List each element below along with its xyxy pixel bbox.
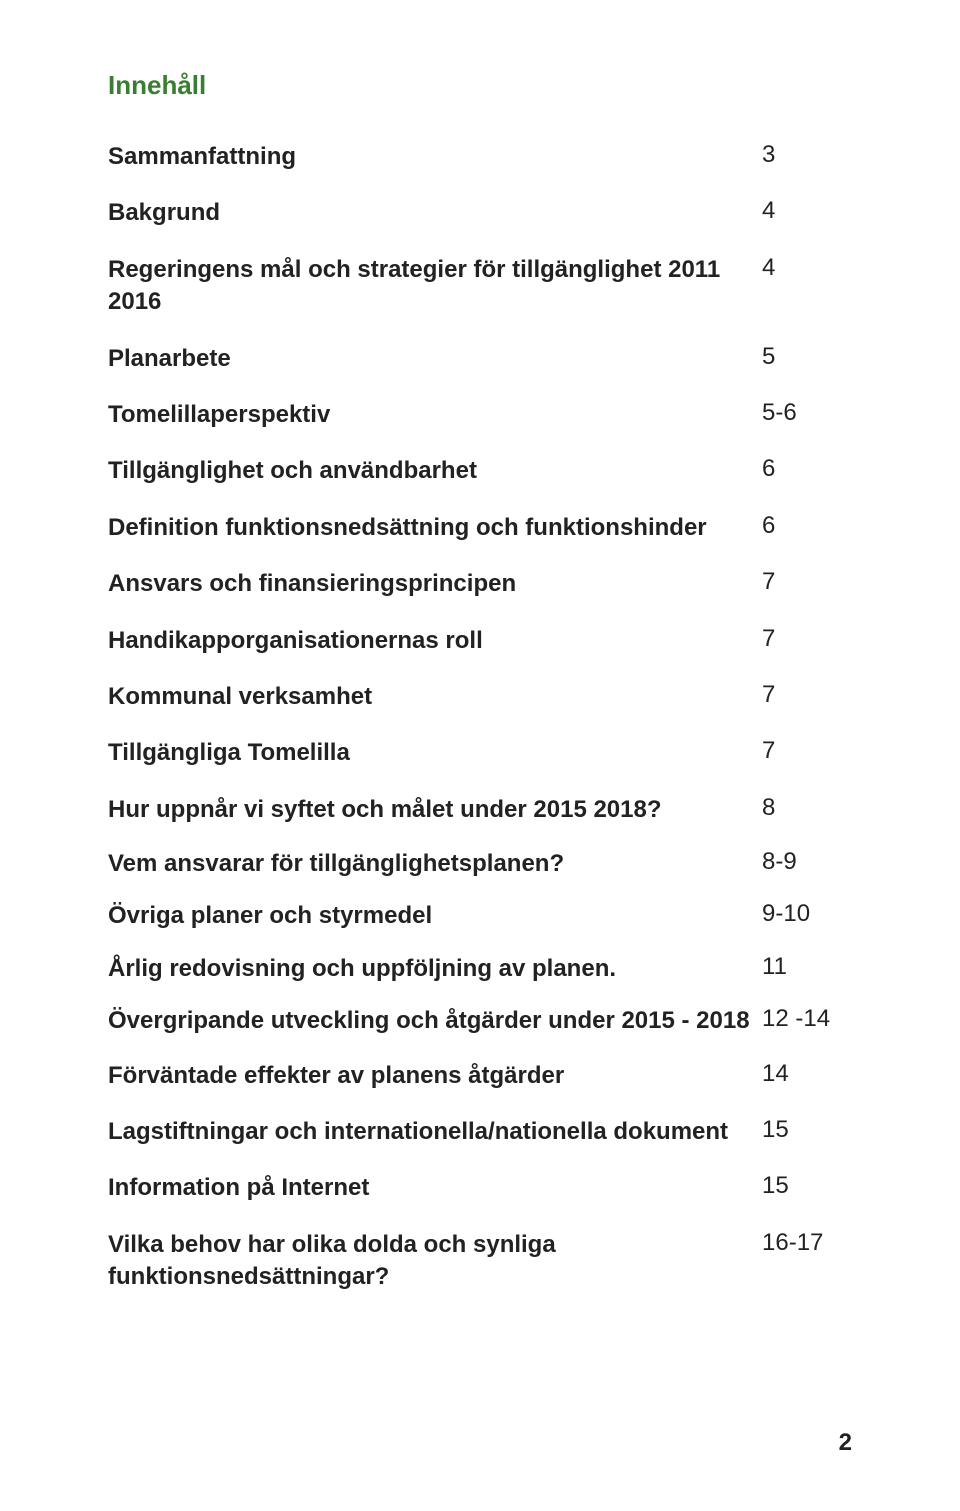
toc-entry-label: Information på Internet bbox=[108, 1160, 762, 1216]
page-number: 2 bbox=[839, 1429, 852, 1457]
toc-entry-page: 6 bbox=[762, 500, 852, 556]
toc-entry-label: Årlig redovisning och uppföljning av pla… bbox=[108, 943, 762, 995]
toc-entry-label: Definition funktionsnedsättning och funk… bbox=[108, 500, 762, 556]
toc-entry-label: Tillgängliga Tomelilla bbox=[108, 725, 762, 781]
toc-entry-page: 7 bbox=[762, 613, 852, 669]
toc-entry-label: Hur uppnår vi syftet och målet under 201… bbox=[108, 782, 762, 838]
toc-entry-page: 7 bbox=[762, 556, 852, 612]
toc-entry-label: Planarbete bbox=[108, 331, 762, 387]
toc-entry-page: 3 bbox=[762, 129, 852, 185]
toc-entry-page: 14 bbox=[762, 1048, 852, 1104]
toc-row: Tillgänglighet och användbarhet 6 bbox=[108, 443, 852, 499]
toc-entry-page: 6 bbox=[762, 443, 852, 499]
toc-entry-label: Sammanfattning bbox=[108, 129, 762, 185]
toc-entry-label: Bakgrund bbox=[108, 185, 762, 241]
toc-entry-page: 15 bbox=[762, 1160, 852, 1216]
toc-entry-page: 12 -14 bbox=[762, 995, 852, 1047]
toc-row: Vilka behov har olika dolda och synliga … bbox=[108, 1217, 852, 1306]
toc-entry-label: Vem ansvarar för tillgänglighetsplanen? bbox=[108, 838, 762, 890]
toc-entry-page: 5-6 bbox=[762, 387, 852, 443]
toc-entry-label: Vilka behov har olika dolda och synliga … bbox=[108, 1217, 762, 1306]
toc-entry-label: Regeringens mål och strategier för tillg… bbox=[108, 242, 762, 331]
toc-entry-page: 11 bbox=[762, 943, 852, 995]
toc-entry-page: 9-10 bbox=[762, 890, 852, 942]
toc-entry-label: Tillgänglighet och användbarhet bbox=[108, 443, 762, 499]
toc-entry-label: Förväntade effekter av planens åtgärder bbox=[108, 1048, 762, 1104]
toc-row: Information på Internet 15 bbox=[108, 1160, 852, 1216]
toc-row: Övriga planer och styrmedel 9-10 bbox=[108, 890, 852, 942]
toc-title: Innehåll bbox=[108, 70, 852, 101]
toc-row: Ansvars och finansieringsprincipen 7 bbox=[108, 556, 852, 612]
toc-row: Vem ansvarar för tillgänglighetsplanen? … bbox=[108, 838, 852, 890]
toc-row: Planarbete 5 bbox=[108, 331, 852, 387]
toc-row: Tomelillaperspektiv 5-6 bbox=[108, 387, 852, 443]
toc-row: Förväntade effekter av planens åtgärder … bbox=[108, 1048, 852, 1104]
toc-row: Tillgängliga Tomelilla 7 bbox=[108, 725, 852, 781]
toc-row: Hur uppnår vi syftet och målet under 201… bbox=[108, 782, 852, 838]
toc-entry-page: 4 bbox=[762, 242, 852, 331]
toc-entry-page: 7 bbox=[762, 669, 852, 725]
toc-entry-label: Kommunal verksamhet bbox=[108, 669, 762, 725]
toc-row: Handikapporganisationernas roll 7 bbox=[108, 613, 852, 669]
toc-entry-page: 4 bbox=[762, 185, 852, 241]
toc-entry-label: Ansvars och finansieringsprincipen bbox=[108, 556, 762, 612]
toc-entry-page: 7 bbox=[762, 725, 852, 781]
toc-entry-page: 8-9 bbox=[762, 838, 852, 890]
toc-entry-page: 5 bbox=[762, 331, 852, 387]
toc-table: Sammanfattning 3 Bakgrund 4 Regeringens … bbox=[108, 129, 852, 1306]
toc-row: Övergripande utveckling och åtgärder und… bbox=[108, 995, 852, 1047]
toc-entry-page: 15 bbox=[762, 1104, 852, 1160]
document-page: Innehåll Sammanfattning 3 Bakgrund 4 Reg… bbox=[0, 0, 960, 1511]
toc-row: Regeringens mål och strategier för tillg… bbox=[108, 242, 852, 331]
toc-entry-label: Övriga planer och styrmedel bbox=[108, 890, 762, 942]
toc-entry-page: 8 bbox=[762, 782, 852, 838]
toc-row: Bakgrund 4 bbox=[108, 185, 852, 241]
toc-entry-label: Lagstiftningar och internationella/natio… bbox=[108, 1104, 762, 1160]
toc-entry-label: Tomelillaperspektiv bbox=[108, 387, 762, 443]
toc-entry-label: Övergripande utveckling och åtgärder und… bbox=[108, 995, 762, 1047]
toc-row: Kommunal verksamhet 7 bbox=[108, 669, 852, 725]
toc-entry-label: Handikapporganisationernas roll bbox=[108, 613, 762, 669]
toc-row: Definition funktionsnedsättning och funk… bbox=[108, 500, 852, 556]
toc-row: Årlig redovisning och uppföljning av pla… bbox=[108, 943, 852, 995]
toc-row: Lagstiftningar och internationella/natio… bbox=[108, 1104, 852, 1160]
toc-entry-page: 16-17 bbox=[762, 1217, 852, 1306]
toc-row: Sammanfattning 3 bbox=[108, 129, 852, 185]
